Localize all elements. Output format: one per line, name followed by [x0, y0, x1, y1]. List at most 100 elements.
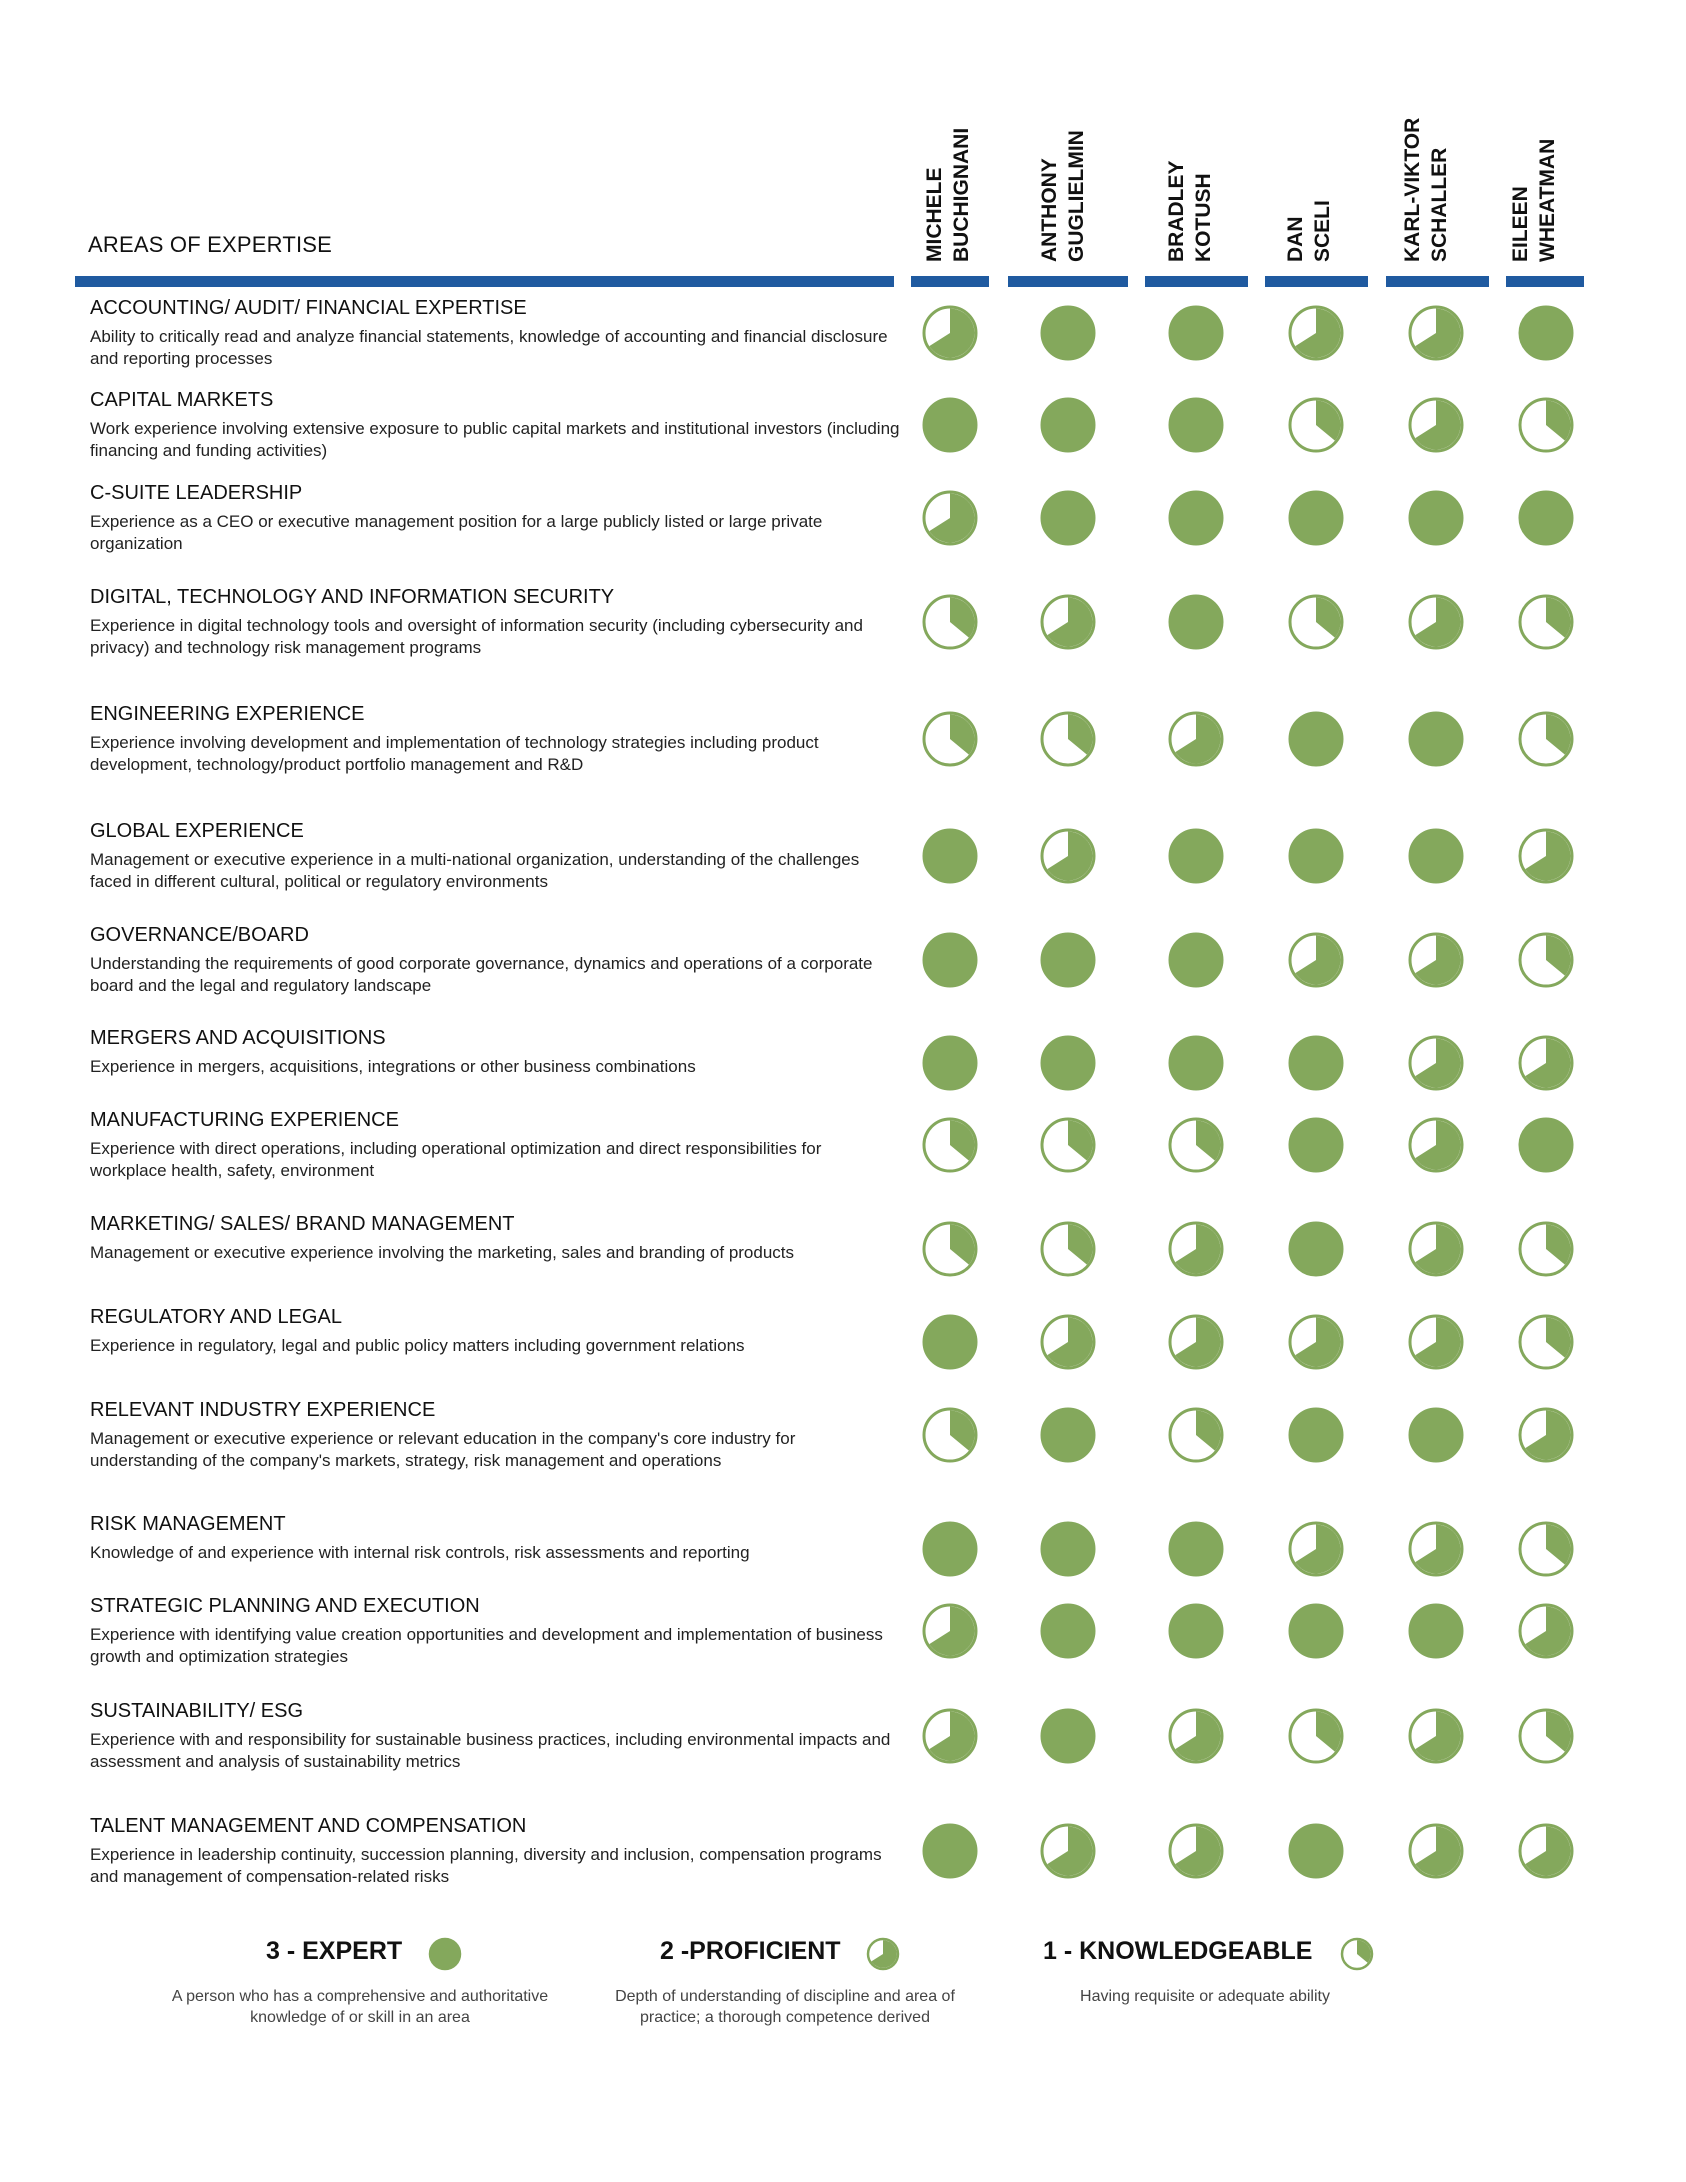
rating-icon — [1518, 490, 1574, 546]
rating-icon — [922, 1117, 978, 1173]
rating-icon — [1518, 305, 1574, 361]
legend-knowledgeable-desc: Having requisite or adequate ability — [1080, 1988, 1330, 2005]
rating-icon — [1040, 1221, 1096, 1277]
rating-icon — [1168, 490, 1224, 546]
rating-icon — [922, 594, 978, 650]
expertise-title: SUSTAINABILITY/ ESG — [90, 1700, 304, 1722]
header-divider-4 — [1265, 276, 1368, 287]
rating-icon — [922, 932, 978, 988]
rating-icon — [1040, 397, 1096, 453]
header-divider-2 — [1008, 276, 1128, 287]
header-divider-1 — [911, 276, 989, 287]
rating-icon — [1288, 1823, 1344, 1879]
expertise-description: Knowledge of and experience with interna… — [90, 1543, 750, 1562]
rating-icon — [922, 711, 978, 767]
rating-icon — [1288, 1521, 1344, 1577]
areas-of-expertise-heading: AREAS OF EXPERTISE — [88, 232, 333, 257]
expertise-description: Experience with direct operations, inclu… — [90, 1139, 822, 1180]
rating-icon — [1518, 1035, 1574, 1091]
rating-icon — [1408, 1603, 1464, 1659]
expertise-title: REGULATORY AND LEGAL — [90, 1306, 342, 1328]
rating-icon — [1288, 1708, 1344, 1764]
rating-icon — [1408, 594, 1464, 650]
rating-icon — [1288, 594, 1344, 650]
rating-icon — [1518, 1221, 1574, 1277]
rating-icon — [1040, 1521, 1096, 1577]
rating-icon — [1040, 1708, 1096, 1764]
rating-icon — [1288, 1407, 1344, 1463]
header-divider-6 — [1506, 276, 1584, 287]
rating-icon — [922, 1221, 978, 1277]
rating-icon — [1518, 1117, 1574, 1173]
rating-icon — [1288, 932, 1344, 988]
legend-knowledgeable-label: 1 - KNOWLEDGEABLE — [1043, 1937, 1313, 1965]
rating-icon — [1040, 1407, 1096, 1463]
expertise-description: Ability to critically read and analyze f… — [90, 327, 888, 368]
rating-icon — [1518, 711, 1574, 767]
legend-proficient-icon — [866, 1937, 900, 1971]
rating-icon — [1168, 1035, 1224, 1091]
rating-icon — [1288, 1035, 1344, 1091]
rating-icon — [922, 1521, 978, 1577]
rating-icon — [1408, 1117, 1464, 1173]
rating-icon — [1518, 594, 1574, 650]
legend-knowledgeable-icon — [1340, 1937, 1374, 1971]
rating-icon — [1518, 1314, 1574, 1370]
expertise-title: TALENT MANAGEMENT AND COMPENSATION — [90, 1815, 527, 1837]
expertise-title: C-SUITE LEADERSHIP — [90, 482, 303, 504]
rating-icon — [1288, 1603, 1344, 1659]
expertise-title: GOVERNANCE/BOARD — [90, 924, 309, 946]
rating-icon — [1040, 1603, 1096, 1659]
expertise-title: MERGERS AND ACQUISITIONS — [90, 1027, 386, 1049]
rating-icon — [1168, 711, 1224, 767]
rating-icon — [1168, 1708, 1224, 1764]
rating-icon — [1408, 1708, 1464, 1764]
expertise-title: RELEVANT INDUSTRY EXPERIENCE — [90, 1399, 436, 1421]
rating-icon — [1408, 1314, 1464, 1370]
rating-icon — [1168, 1221, 1224, 1277]
rating-icon — [1040, 711, 1096, 767]
header-divider-areas — [75, 276, 894, 287]
expertise-description: Experience as a CEO or executive managem… — [90, 512, 823, 553]
expertise-title: MANUFACTURING EXPERIENCE — [90, 1109, 399, 1131]
rating-icon — [1518, 1407, 1574, 1463]
rating-icon — [1040, 932, 1096, 988]
expertise-description: Experience with identifying value creati… — [90, 1625, 883, 1666]
rating-icon — [1040, 1117, 1096, 1173]
rating-icon — [1288, 1117, 1344, 1173]
legend-proficient-desc: Depth of understanding of discipline and… — [615, 1988, 955, 2026]
rating-icon — [1040, 1823, 1096, 1879]
rating-icon — [1168, 1407, 1224, 1463]
rating-icon — [1408, 711, 1464, 767]
rating-icon — [1168, 397, 1224, 453]
rating-icon — [1518, 397, 1574, 453]
expertise-title: ENGINEERING EXPERIENCE — [90, 703, 365, 725]
rating-icon — [1040, 828, 1096, 884]
rating-icon — [1408, 305, 1464, 361]
header-divider-5 — [1386, 276, 1489, 287]
rating-icon — [922, 1603, 978, 1659]
expertise-description: Experience in digital technology tools a… — [90, 616, 863, 657]
rating-icon — [922, 397, 978, 453]
rating-icon — [1288, 1221, 1344, 1277]
rating-icon — [1288, 828, 1344, 884]
rating-icon — [1518, 1521, 1574, 1577]
expertise-title: MARKETING/ SALES/ BRAND MANAGEMENT — [90, 1213, 515, 1235]
expertise-description: Experience in regulatory, legal and publ… — [90, 1336, 745, 1355]
rating-icon — [1408, 828, 1464, 884]
rating-icon — [1408, 1823, 1464, 1879]
rating-icon — [1408, 932, 1464, 988]
rating-icon — [922, 1035, 978, 1091]
rating-icon — [1408, 1521, 1464, 1577]
rating-icon — [922, 1407, 978, 1463]
rating-icon — [1168, 1521, 1224, 1577]
rating-icon — [1168, 932, 1224, 988]
rating-icon — [1408, 490, 1464, 546]
rating-icon — [922, 305, 978, 361]
expertise-title: STRATEGIC PLANNING AND EXECUTION — [90, 1595, 480, 1617]
rating-icon — [1408, 1221, 1464, 1277]
rating-icon — [1040, 1035, 1096, 1091]
rating-icon — [1408, 397, 1464, 453]
rating-icon — [1040, 490, 1096, 546]
expertise-description: Understanding the requirements of good c… — [90, 954, 873, 995]
